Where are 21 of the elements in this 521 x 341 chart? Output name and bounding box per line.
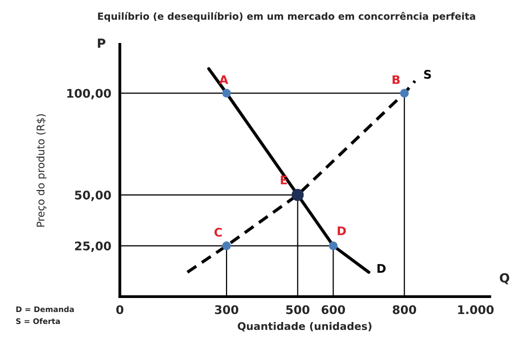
annotation: C <box>214 228 222 237</box>
annotation: E <box>280 176 287 184</box>
y-tick-label: 100,00 <box>67 88 111 100</box>
x-tick-label: 0 <box>116 305 124 314</box>
annotation: S <box>424 70 431 79</box>
y-tick-label: 50,00 <box>75 190 111 202</box>
annotation: D <box>377 264 386 273</box>
annotation: A <box>219 75 228 84</box>
x-tick-label: 500 <box>286 305 310 314</box>
x-tick-label: 1.000 <box>458 305 494 314</box>
y-axis-title: Preço do produto (R$) <box>36 114 46 227</box>
text: P <box>98 38 106 48</box>
chart-title: Equilíbrio (e desequilíbrio) em um mercado em concorrência perfeita <box>98 12 476 22</box>
annotation: B <box>392 75 400 84</box>
y-tick-label: 25,00 <box>75 242 111 252</box>
x-tick-label: 600 <box>322 305 345 314</box>
x-axis-title: Quantidade (unidades) <box>238 322 372 332</box>
x-tick-label: 800 <box>392 305 416 314</box>
annotation: D <box>338 226 346 236</box>
x-tick-label: 300 <box>215 305 238 314</box>
text: Q <box>500 273 510 284</box>
